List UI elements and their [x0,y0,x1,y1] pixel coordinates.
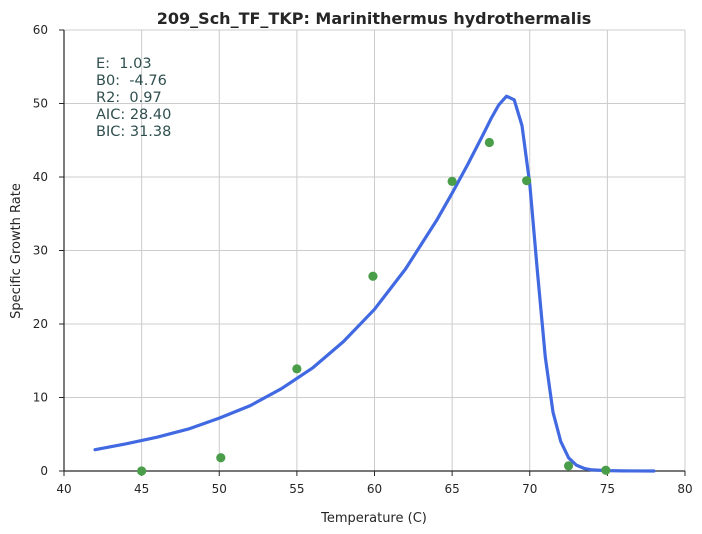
ticks: 40 45 50 55 60 65 70 75 80 0 10 20 30 40 50 60 [33,23,693,496]
x-tick-label: 60 [367,482,382,496]
x-tick-label: 75 [600,482,615,496]
stat-bic: BIC: 31.38 [96,124,171,140]
x-tick-label: 40 [56,482,71,496]
stat-e: E: 1.03 [96,56,152,72]
chart-title: 209_Sch_TF_TKP: Marinithermus hydrotherm… [157,9,591,28]
data-point [563,461,574,471]
x-tick-label: 65 [444,482,459,496]
x-tick-label: 50 [212,482,227,496]
y-tick-label: 30 [33,244,48,258]
y-tick-label: 20 [33,317,48,331]
x-tick-label: 80 [677,482,692,496]
data-point [522,176,532,186]
fit-curve-layer [93,94,656,473]
y-tick-label: 0 [40,464,48,478]
stat-b0: B0: -4.76 [96,73,167,89]
stat-aic: AIC: 28.40 [96,107,171,123]
grid [63,29,686,472]
data-point [368,271,378,281]
stat-r2: R2: 0.97 [96,90,162,106]
data-point [292,364,302,374]
y-tick-label: 50 [33,97,48,111]
data-point [601,465,611,475]
y-tick-label: 10 [33,391,48,405]
fit-statistics: E: 1.03 B0: -4.76 R2: 0.97 AIC: 28.40 BI… [96,56,171,140]
x-tick-label: 45 [134,482,149,496]
data-points-layer [137,137,611,476]
fit-curve [93,94,656,473]
x-axis-label: Temperature (C) [320,511,427,526]
data-point [137,466,147,476]
data-point [216,453,226,463]
data-point [447,176,457,187]
y-tick-label: 60 [33,23,48,37]
x-tick-label: 55 [289,482,304,496]
data-point [484,137,494,148]
x-tick-label: 70 [522,482,537,496]
y-axis-label: Specific Growth Rate [9,183,24,319]
y-tick-label: 40 [33,170,48,184]
